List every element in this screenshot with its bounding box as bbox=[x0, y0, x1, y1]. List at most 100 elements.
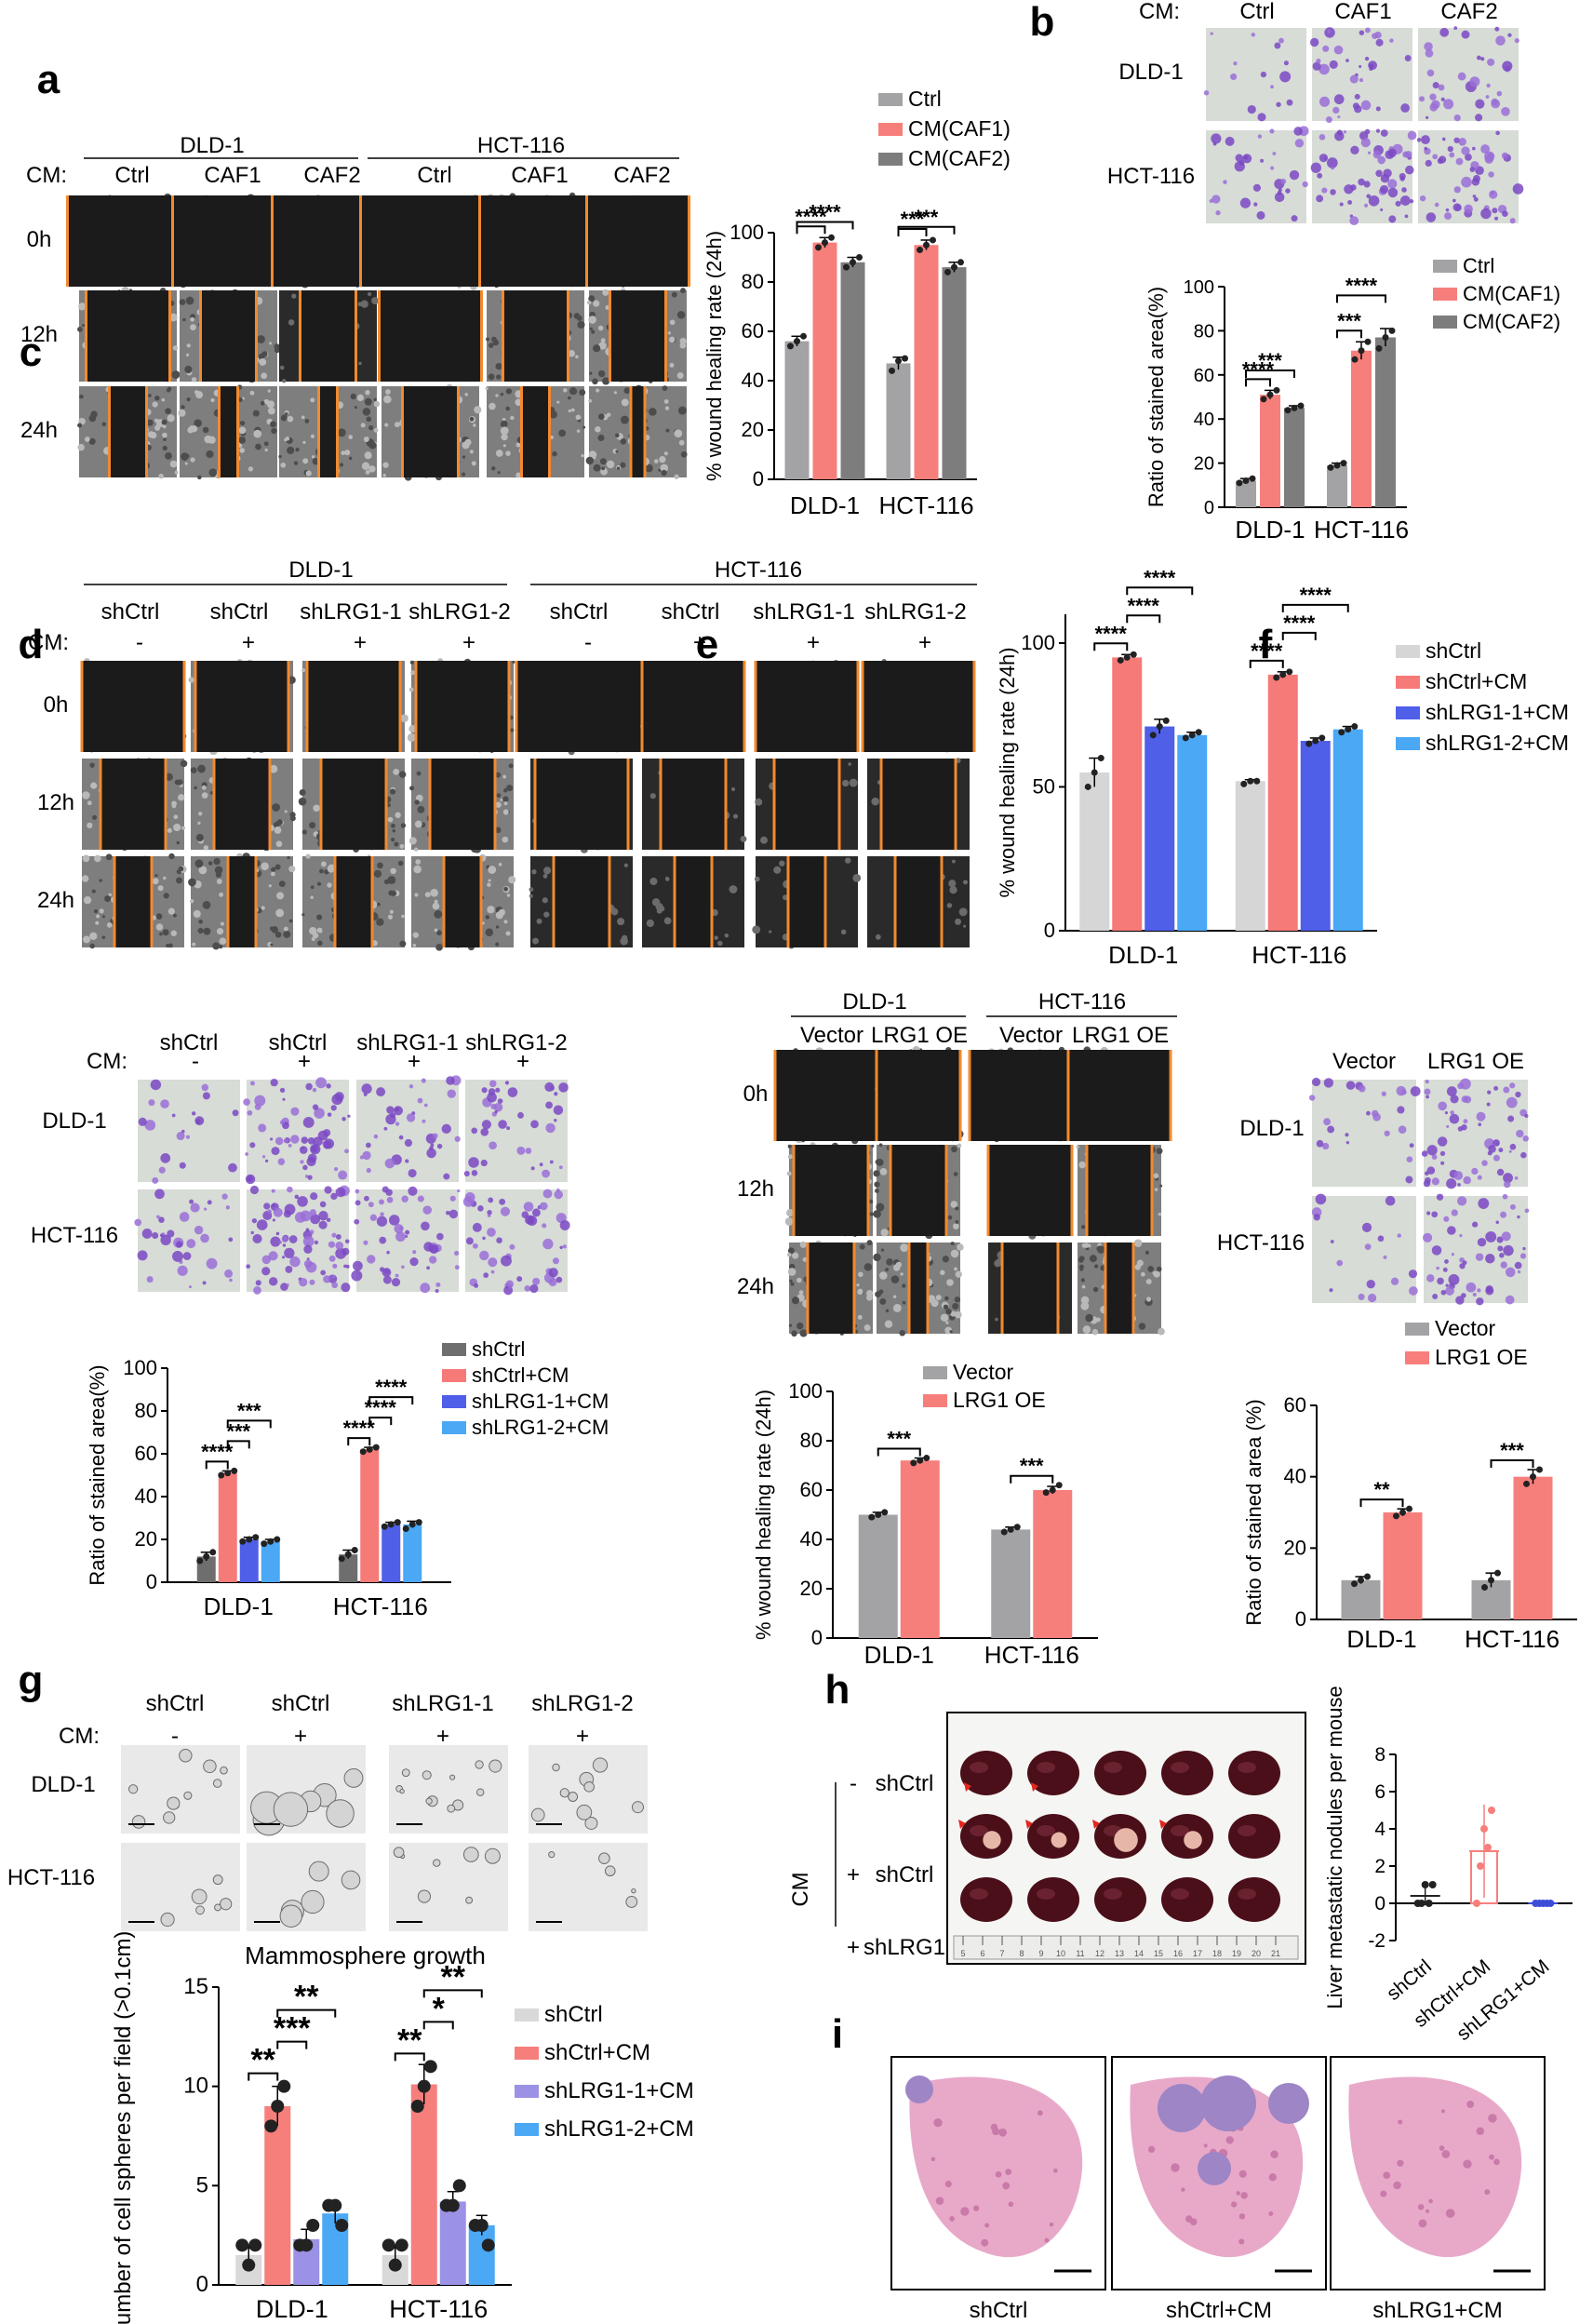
significance-bracket bbox=[248, 2072, 279, 2081]
liver-organ bbox=[1228, 1877, 1280, 1922]
cell-speck bbox=[955, 1270, 962, 1278]
stained-cell bbox=[386, 1196, 394, 1203]
cell-speck bbox=[208, 468, 218, 477]
cell-sphere bbox=[279, 1904, 303, 1928]
row-label: 24h bbox=[737, 1274, 774, 1299]
wound-gap bbox=[86, 290, 170, 382]
tissue-texture bbox=[1049, 2222, 1054, 2227]
cell-speck bbox=[500, 799, 503, 802]
cell-speck bbox=[99, 879, 102, 882]
cell-speck bbox=[471, 461, 476, 466]
cell-speck bbox=[787, 1268, 796, 1276]
data-point bbox=[239, 1538, 247, 1545]
cell-speck bbox=[558, 429, 567, 437]
data-point bbox=[1305, 740, 1313, 747]
cell-speck bbox=[623, 387, 631, 395]
cell-sphere bbox=[127, 1784, 139, 1794]
data-point bbox=[1327, 463, 1334, 471]
panel-label-g: g bbox=[19, 1658, 44, 1703]
stained-cell bbox=[172, 1250, 183, 1262]
data-point bbox=[475, 2219, 489, 2232]
stained-cell bbox=[373, 1134, 379, 1139]
stained-cell bbox=[1323, 1078, 1334, 1088]
cell-speck bbox=[255, 443, 261, 450]
data-point bbox=[394, 1519, 401, 1526]
stained-cell bbox=[288, 1235, 298, 1243]
data-point bbox=[1284, 407, 1292, 414]
stained-cell bbox=[1426, 1095, 1429, 1099]
cell-speck bbox=[845, 857, 851, 864]
column-label: Vector bbox=[1332, 1049, 1396, 1074]
data-point bbox=[423, 2060, 437, 2074]
data-point bbox=[794, 338, 800, 345]
data-point bbox=[917, 247, 923, 254]
stained-cell bbox=[204, 1207, 207, 1211]
cell-speck bbox=[786, 1171, 792, 1176]
x-category-label: DLD-1 bbox=[864, 1641, 934, 1669]
image-background bbox=[529, 1843, 648, 1931]
tumor-nodule bbox=[905, 2075, 933, 2103]
scratch-image bbox=[179, 289, 280, 383]
cell-speck bbox=[885, 1309, 890, 1313]
cell-speck bbox=[93, 909, 99, 914]
bar bbox=[410, 2084, 437, 2285]
y-tick-label: 20 bbox=[800, 1577, 823, 1600]
row-label: 12h bbox=[737, 1176, 774, 1202]
stained-cell bbox=[488, 1088, 496, 1095]
tissue-texture bbox=[949, 2216, 955, 2222]
significance-stars: **** bbox=[1095, 622, 1128, 645]
cell-sphere bbox=[308, 1861, 329, 1882]
significance-bracket bbox=[796, 225, 826, 235]
data-point bbox=[1536, 1466, 1543, 1473]
stained-cell bbox=[1463, 1175, 1471, 1185]
y-tick-label: 20 bbox=[135, 1527, 157, 1551]
cell-speck bbox=[875, 1159, 881, 1165]
stained-cell bbox=[1426, 1145, 1438, 1156]
significance-bracket bbox=[1249, 659, 1284, 668]
y-tick-label: 60 bbox=[135, 1442, 157, 1465]
cell-speck bbox=[149, 431, 157, 439]
tissue-texture bbox=[1393, 2181, 1401, 2190]
cell-speck bbox=[202, 426, 209, 434]
stained-cell bbox=[201, 1083, 209, 1092]
liver-highlight bbox=[1037, 1825, 1055, 1836]
stained-cell bbox=[524, 1285, 531, 1292]
cell-speck bbox=[597, 325, 604, 331]
stained-cell bbox=[532, 1277, 541, 1285]
wound-gap bbox=[675, 856, 712, 947]
cell-speck bbox=[238, 443, 243, 449]
cell-speck bbox=[951, 1146, 957, 1153]
row-label: HCT-116 bbox=[7, 1865, 95, 1890]
sphere-image bbox=[389, 1745, 508, 1834]
liver-organ bbox=[1228, 1814, 1280, 1859]
chart-title: Mammosphere growth bbox=[245, 1941, 486, 1969]
cell-speck bbox=[363, 436, 369, 442]
wound-gap bbox=[808, 1243, 854, 1334]
cell-speck bbox=[87, 822, 93, 829]
bar bbox=[239, 1539, 259, 1582]
stained-cell bbox=[1289, 169, 1300, 181]
cell-speck bbox=[617, 918, 625, 926]
bar bbox=[886, 363, 911, 479]
liver-highlight bbox=[970, 1888, 988, 1900]
stained-cell bbox=[404, 1138, 413, 1148]
stained-cell bbox=[556, 1276, 563, 1283]
stained-cell bbox=[1319, 154, 1329, 163]
cell-speck bbox=[724, 933, 730, 938]
cell-speck bbox=[1153, 1173, 1159, 1179]
stained-cell bbox=[1366, 1279, 1375, 1289]
significance-bracket bbox=[226, 1419, 272, 1429]
tissue-texture bbox=[1463, 2159, 1472, 2169]
stained-cell bbox=[1383, 1255, 1387, 1259]
cm-sign: + bbox=[294, 1724, 307, 1749]
cell-speck bbox=[515, 472, 522, 478]
tissue-texture bbox=[984, 2223, 990, 2228]
cell-speck bbox=[1085, 1313, 1093, 1323]
stained-cell bbox=[264, 1159, 269, 1162]
significance-bracket bbox=[226, 1440, 250, 1449]
cell-speck bbox=[615, 433, 620, 438]
wound-gap bbox=[1087, 1145, 1152, 1236]
stained-cell bbox=[1315, 1193, 1327, 1205]
cell-sphere bbox=[449, 1774, 456, 1780]
